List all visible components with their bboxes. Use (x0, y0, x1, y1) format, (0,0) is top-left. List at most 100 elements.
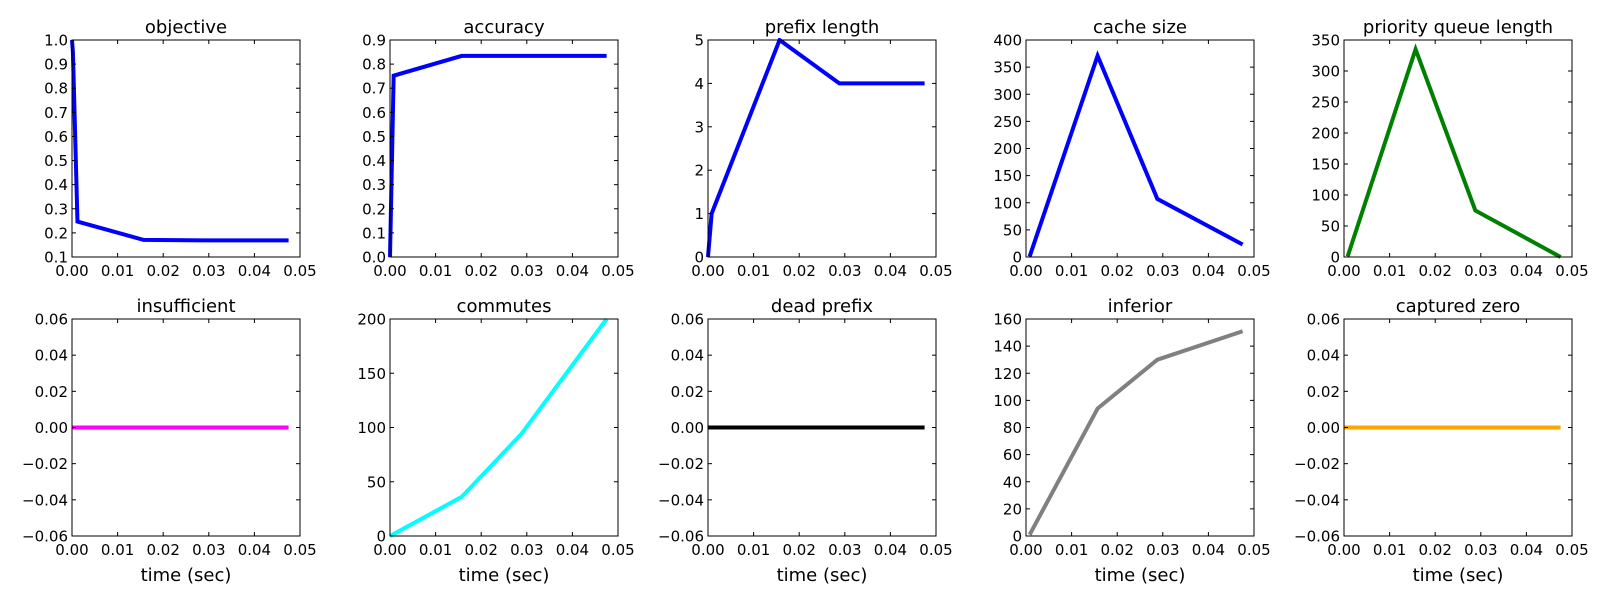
y-tick-label: 0 (694, 249, 704, 267)
x-tick-label: 0.02 (1100, 262, 1133, 280)
y-tick-label: 4 (694, 75, 704, 93)
x-axis-label: time (sec) (141, 565, 232, 586)
subplot-title: priority queue length (1363, 17, 1553, 38)
x-tick-label: 0.04 (556, 541, 589, 559)
y-tick-label: 0.06 (671, 311, 704, 329)
x-tick-label: 0.01 (1373, 262, 1406, 280)
y-tick-label: 80 (1003, 419, 1022, 437)
y-tick-label: 0.04 (1307, 347, 1340, 365)
y-tick-label: 40 (1003, 473, 1022, 491)
y-tick-label: 0.00 (35, 419, 68, 437)
y-tick-label: 50 (367, 473, 386, 491)
subplot-title: inferior (1108, 296, 1173, 317)
y-tick-label: 0.9 (362, 32, 386, 50)
y-tick-label: 0.7 (362, 80, 386, 98)
y-tick-label: 0.02 (671, 383, 704, 401)
subplot-title: dead prefix (771, 296, 874, 317)
subplot-accuracy: 0.00 0.01 0.02 0.03 0.04 0.05 0.0 0.1 0.2 0.3 0.4 0… (362, 17, 635, 280)
subplot-title: prefix length (765, 17, 880, 38)
x-tick-label: 0.03 (1146, 541, 1179, 559)
x-tick-label: 0.01 (737, 262, 770, 280)
x-tick-label: 0.00 (373, 541, 406, 559)
y-tick-label: 0.6 (362, 104, 386, 122)
y-tick-label: 0 (376, 528, 386, 546)
x-axis-label: time (sec) (1095, 565, 1186, 586)
x-tick-label: 0.01 (419, 262, 452, 280)
series-line-inferior (1027, 329, 1244, 536)
subplot-inferior: 0.00 0.01 0.02 0.03 0.04 0.05 0 20 40 60 80 100 120 1… (993, 296, 1270, 586)
y-tick-label: 200 (357, 311, 386, 329)
y-tick-label: 120 (993, 365, 1022, 383)
x-tick-label: 0.02 (782, 262, 815, 280)
y-tick-label: 200 (1311, 125, 1340, 143)
subplot-priority-queue-length: 0.00 0.01 0.02 0.03 0.04 0.05 0 50 100 150 200 250 3… (1311, 17, 1588, 280)
y-tick-label: 160 (993, 311, 1022, 329)
y-tick-label: 0.06 (35, 311, 68, 329)
x-tick-label: 0.05 (283, 541, 316, 559)
y-tick-label: 0.2 (44, 224, 68, 242)
axes-frame (1343, 39, 1573, 258)
y-tick-label: 0.00 (671, 419, 704, 437)
x-tick-label: 0.01 (101, 541, 134, 559)
x-tick-label: 0.02 (464, 262, 497, 280)
x-tick-label: 0.05 (283, 262, 316, 280)
y-tick-label: 0.7 (44, 104, 68, 122)
subplot-title: commutes (457, 296, 552, 317)
x-tick-label: 0.02 (464, 541, 497, 559)
y-tick-label: −0.04 (658, 491, 704, 509)
y-tick-label: 50 (1321, 218, 1340, 236)
y-tick-label: 0.2 (362, 200, 386, 218)
x-tick-label: 0.05 (1237, 262, 1270, 280)
x-tick-label: 0.01 (1055, 262, 1088, 280)
x-tick-label: 0.02 (1418, 541, 1451, 559)
axes-frame (389, 39, 619, 258)
axes-frame (1025, 39, 1255, 258)
subplot-insufficient: 0.00 0.01 0.02 0.03 0.04 0.05 −0.06 −0.04 −0.02 0… (22, 296, 317, 586)
series-line-priority-queue-length (1345, 43, 1562, 259)
x-tick-label: 0.00 (1009, 541, 1042, 559)
x-tick-label: 0.03 (1146, 262, 1179, 280)
y-tick-label: −0.04 (22, 491, 68, 509)
y-tick-label: 350 (1311, 32, 1340, 50)
x-tick-label: 0.00 (1009, 262, 1042, 280)
y-tick-label: 140 (993, 338, 1022, 356)
subplot-title: insufficient (136, 296, 235, 317)
subplot-title: captured zero (1396, 296, 1521, 317)
x-tick-label: 0.01 (1055, 541, 1088, 559)
y-tick-label: 50 (1003, 221, 1022, 239)
y-tick-label: 250 (993, 113, 1022, 131)
y-tick-label: 0.04 (671, 347, 704, 365)
y-tick-label: 1 (694, 205, 704, 223)
x-tick-label: 0.03 (1464, 541, 1497, 559)
y-tick-label: 0.00 (1307, 419, 1340, 437)
x-tick-label: 0.01 (419, 541, 452, 559)
axes-frame (707, 39, 937, 258)
y-tick-label: 0.1 (362, 224, 386, 242)
x-tick-label: 0.02 (782, 541, 815, 559)
x-tick-label: 0.04 (556, 262, 589, 280)
y-tick-label: 20 (1003, 500, 1022, 518)
x-tick-label: 0.00 (1327, 262, 1360, 280)
subplot-objective: 0.00 0.01 0.02 0.03 0.04 0.05 0.1 0.2 0.3 0.4 0.5 0… (44, 17, 317, 280)
series-line-commutes (389, 317, 609, 538)
y-tick-label: 100 (993, 194, 1022, 212)
x-tick-label: 0.01 (101, 262, 134, 280)
x-tick-label: 0.04 (238, 262, 271, 280)
y-tick-label: 0.0 (362, 249, 386, 267)
x-tick-label: 0.00 (55, 541, 88, 559)
y-tick-label: 60 (1003, 446, 1022, 464)
x-tick-label: 0.03 (192, 541, 225, 559)
y-tick-label: −0.06 (1294, 528, 1340, 546)
x-tick-label: 0.05 (601, 262, 634, 280)
y-tick-label: 0.5 (44, 152, 68, 170)
y-tick-label: 0.02 (1307, 383, 1340, 401)
axes-frame (71, 39, 301, 258)
y-tick-label: −0.02 (1294, 455, 1340, 473)
x-tick-label: 0.03 (510, 262, 543, 280)
x-tick-label: 0.00 (1327, 541, 1360, 559)
x-tick-label: 0.04 (874, 262, 907, 280)
x-tick-label: 0.04 (1192, 262, 1225, 280)
x-tick-label: 0.03 (192, 262, 225, 280)
y-tick-label: 0.02 (35, 383, 68, 401)
